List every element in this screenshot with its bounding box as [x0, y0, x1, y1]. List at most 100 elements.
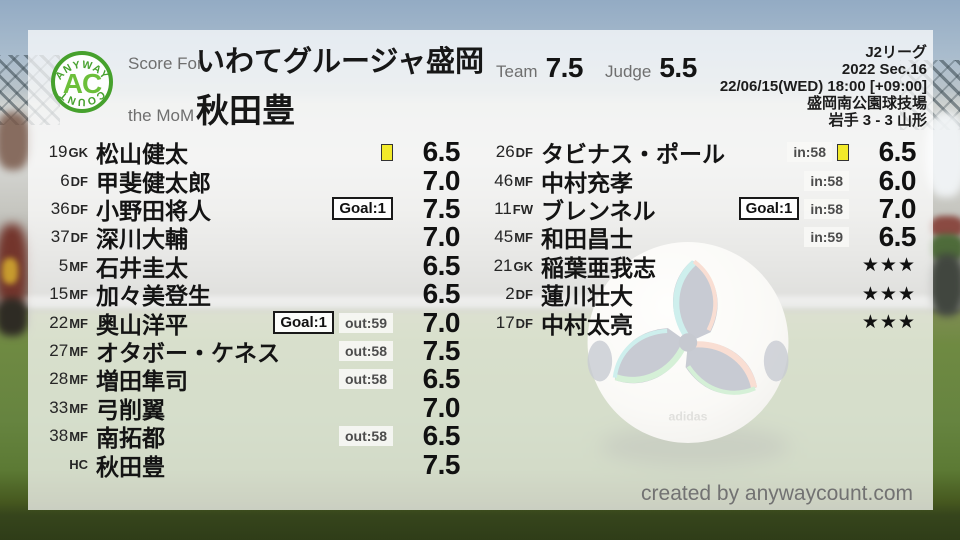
player-score: 6.0 [878, 164, 917, 196]
player-name: 南拓都 [96, 425, 165, 452]
player-score: 6.5 [422, 249, 461, 281]
player-badges [381, 143, 393, 161]
player-score: 6.5 [422, 420, 461, 452]
player-score: 6.5 [878, 221, 917, 253]
player-score: ★★★ [861, 283, 916, 305]
anywaycount-logo-icon: ANYWAY COUNT AC [51, 51, 113, 113]
player-position: DF [70, 201, 88, 217]
player-badges: in:59 [804, 227, 849, 248]
player-position: MF [69, 372, 88, 388]
player-number: 45 [494, 227, 514, 247]
player-name: 甲斐健太郎 [96, 169, 211, 196]
goal-badge: Goal:1 [332, 197, 393, 221]
player-row: 15MF 加々美登生 6.5 [46, 278, 460, 309]
player-badges: Goal:1 out:59 [273, 311, 393, 335]
player-number-position: HC [46, 454, 88, 474]
player-name: 松山健太 [96, 141, 188, 168]
sub-badge: in:58 [787, 142, 832, 163]
player-number: 2 [505, 284, 515, 304]
player-position: DF [70, 230, 88, 246]
match-result: 岩手 3 - 3 山形 [828, 112, 927, 129]
sub-badge: in:59 [804, 227, 849, 248]
sub-badge: out:58 [339, 340, 393, 361]
player-score: 7.0 [422, 164, 461, 196]
player-name: 和田昌士 [541, 226, 633, 253]
player-number: 38 [49, 426, 69, 446]
player-badges: in:58 [804, 170, 849, 191]
player-number-position: 28MF [46, 369, 88, 389]
player-score: 7.0 [878, 192, 917, 224]
player-number-position: 19GK [46, 142, 88, 162]
player-row: 27MF オタボー・ケネス out:58 7.5 [46, 335, 460, 366]
venue: 盛岡南公園球技場 [806, 95, 927, 112]
player-number-position: 33MF [46, 398, 88, 418]
player-number-position: 37DF [46, 227, 88, 247]
player-row: 46MF 中村充孝 in:58 6.0 [491, 164, 917, 196]
player-position: MF [69, 287, 88, 303]
team-score-label: Team [496, 62, 538, 81]
sub-badge: in:58 [804, 198, 849, 219]
sub-badge: out:58 [339, 369, 393, 390]
player-number-position: 36DF [46, 199, 88, 219]
goal-badge: Goal:1 [738, 197, 800, 221]
player-position: MF [514, 173, 533, 189]
player-number: 6 [60, 170, 70, 190]
player-score: 7.0 [422, 221, 461, 253]
judge-score-label: Judge [605, 62, 652, 81]
player-row: 2DF 蓮川壮大 ★★★ [491, 280, 916, 310]
player-position: MF [69, 258, 88, 274]
player-position: MF [69, 429, 88, 445]
subs-list: 26DF タビナス・ポール in:58 6.5 46MF 中村充孝 in:58 6.0 11FW… [491, 136, 917, 338]
stand-dark-left [0, 298, 28, 336]
player-row: 11FW ブレンネル Goal:1 in:58 7.0 [491, 192, 917, 224]
player-name: 蓮川壮大 [541, 283, 633, 310]
mom-name: 秋田豊 [196, 92, 295, 129]
player-row: 21GK 稲葉亜我志 ★★★ [491, 252, 916, 281]
player-number-position: 11FW [491, 199, 533, 219]
competition: J2リーグ [865, 44, 927, 61]
player-number-position: 22MF [46, 313, 88, 333]
player-badges: Goal:1 [332, 197, 393, 221]
player-row: 22MF 奥山洋平 Goal:1 out:59 7.0 [46, 307, 460, 338]
player-name: 増田隼司 [96, 368, 188, 395]
player-position: MF [69, 343, 88, 359]
player-score: ★★★ [861, 312, 916, 334]
player-number-position: 26DF [491, 142, 533, 162]
sub-badge: in:58 [804, 170, 849, 191]
sub-badge: out:59 [339, 312, 393, 333]
starters-list: 19GK 松山健太 6.5 6DF 甲斐健太郎 7.0 36DF 小野田将人 Goal:1 7.5… [46, 136, 461, 480]
player-position: GK [68, 145, 89, 161]
player-name: ブレンネル [541, 197, 656, 224]
judge-score-value: 5.5 [659, 52, 697, 83]
player-row: HC 秋田豊 7.5 [46, 449, 460, 480]
player-row: 5MF 石井圭太 6.5 [46, 249, 461, 281]
player-badges: out:58 [339, 340, 393, 361]
player-name: 中村太亮 [541, 311, 633, 338]
player-number-position: 27MF [46, 341, 88, 361]
player-row: 26DF タビナス・ポール in:58 6.5 [491, 136, 917, 167]
player-badges: out:58 [339, 426, 393, 447]
score-panel: ANYWAY COUNT AC Score For いわてグルージャ盛岡 the… [28, 30, 933, 510]
player-number: 5 [58, 255, 69, 275]
player-score: 7.0 [422, 391, 461, 423]
player-position: GK [513, 258, 534, 274]
player-number: 28 [49, 369, 69, 389]
player-name: 小野田将人 [96, 197, 211, 224]
player-name: 深川大輔 [96, 226, 188, 253]
player-name: 稲葉亜我志 [541, 254, 656, 281]
player-score: 6.5 [422, 136, 461, 168]
player-row: 28MF 増田隼司 out:58 6.5 [46, 363, 460, 395]
player-position: MF [514, 230, 533, 246]
player-name: オタボー・ケネス [96, 339, 280, 366]
team-score-value: 7.5 [545, 52, 584, 83]
player-number: 22 [49, 312, 69, 332]
yellow-card-icon [837, 143, 849, 161]
player-badges: Goal:1 in:58 [738, 197, 849, 221]
player-position: MF [69, 400, 88, 416]
player-position: MF [69, 315, 88, 331]
player-number: 26 [495, 142, 515, 162]
yellow-card-icon [381, 143, 393, 161]
player-number-position: 45MF [491, 227, 533, 247]
player-row: 45MF 和田昌士 in:59 6.5 [491, 221, 917, 253]
